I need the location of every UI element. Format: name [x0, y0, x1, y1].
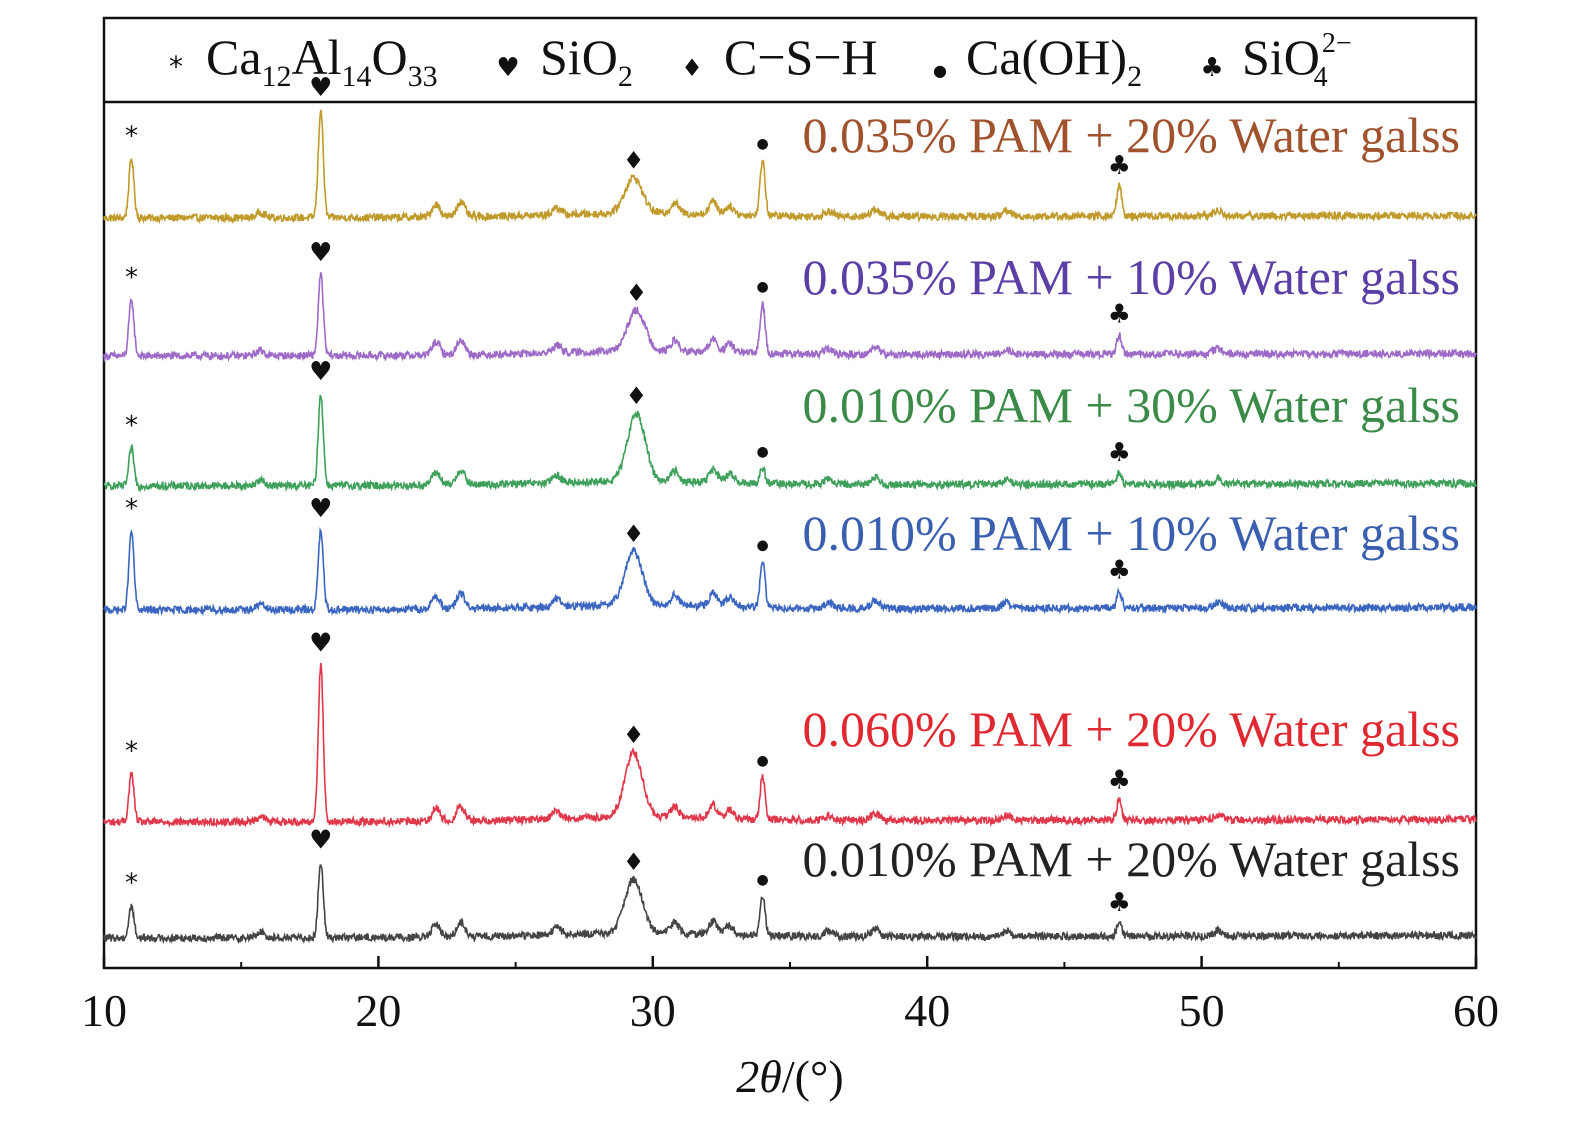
series-line [103, 662, 1477, 829]
club-icon: ♣ [1108, 151, 1131, 181]
series-label: 0.035% PAM + 10% Water galss [803, 249, 1461, 305]
legend-item-sio4: ♣ SiO2− 4 [1200, 28, 1351, 93]
legend-label-ca12al14o33: Ca12Al14O33 [206, 29, 438, 93]
heart-icon: ♥ [309, 628, 332, 658]
asterisk-icon: * [125, 122, 138, 152]
legend-label-sio2: SiO2 [540, 29, 633, 93]
x-tick-label: 50 [1179, 985, 1225, 1036]
legend-label-caoh2: Ca(OH)2 [966, 29, 1142, 93]
series-5: * ♥ ♦ ● ♣0.010% PAM + 20% Water galss [103, 825, 1477, 945]
series-label: 0.010% PAM + 10% Water galss [803, 505, 1461, 561]
diamond-icon: ♦ [623, 146, 645, 174]
dot-icon: ● [933, 61, 947, 80]
diamond-icon: ♦ [626, 279, 648, 307]
dot-icon: ● [756, 872, 768, 888]
club-icon: ♣ [1108, 438, 1131, 468]
series-line [103, 864, 1477, 945]
diamond-icon: ♦ [681, 54, 703, 82]
x-tick-label: 30 [630, 985, 676, 1036]
heart-icon: ♥ [309, 357, 332, 387]
series-2: * ♥ ♦ ● ♣ 0.010% PAM + 30% Water galss [103, 357, 1477, 493]
series-line [103, 394, 1477, 493]
legend-item-ca12al14o33: * Ca12Al14O33 [169, 29, 438, 93]
asterisk-icon: * [125, 263, 138, 293]
legend-item-csh: ♦ C−S−H [681, 29, 877, 85]
dot-icon: ● [756, 444, 768, 460]
legend-label-csh: C−S−H [724, 29, 878, 85]
heart-icon: ♥ [309, 494, 332, 524]
club-icon: ♣ [1108, 556, 1131, 586]
diamond-icon: ♦ [623, 520, 645, 548]
x-tick-label: 10 [81, 985, 127, 1036]
asterisk-icon: * [125, 411, 138, 441]
heart-icon: ♥ [309, 825, 332, 855]
dot-icon: ● [756, 538, 768, 554]
legend-label-sio4: SiO2− 4 [1242, 28, 1352, 93]
asterisk-icon: * [125, 869, 138, 899]
heart-icon: ♥ [309, 73, 332, 103]
x-axis-label: 2θ/(°) [736, 1051, 843, 1102]
x-tick-label: 40 [904, 985, 950, 1036]
legend: * Ca12Al14O33 ♥ SiO2 ♦ C−S−H ● Ca(OH)2 ♣… [169, 28, 1352, 93]
x-tick-label: 20 [355, 985, 401, 1036]
dot-icon: ● [756, 753, 768, 769]
series-label: 0.060% PAM + 20% Water galss [803, 701, 1461, 757]
series-line [103, 526, 1477, 617]
series-label: 0.035% PAM + 20% Water galss [803, 107, 1461, 163]
dot-icon: ● [756, 279, 768, 295]
asterisk-icon: * [125, 736, 138, 766]
dot-icon: ● [756, 136, 768, 152]
asterisk-icon: * [125, 494, 138, 524]
club-icon: ♣ [1200, 53, 1223, 83]
club-icon: ♣ [1108, 766, 1131, 796]
heart-icon: ♥ [496, 53, 519, 83]
x-axis: 10 20 30 40 50 60 [81, 956, 1499, 1036]
heart-icon: ♥ [309, 238, 332, 268]
club-icon: ♣ [1108, 300, 1131, 330]
series-line [103, 109, 1477, 225]
series-line [103, 272, 1477, 363]
asterisk-icon: * [169, 50, 183, 83]
diamond-icon: ♦ [623, 721, 645, 749]
series-1: * ♥ ♦ ● ♣0.035% PAM + 10% Water galss [103, 238, 1477, 363]
series-label: 0.010% PAM + 30% Water galss [803, 377, 1461, 433]
series-4: * ♥ ♦ ● ♣ 0.060% PAM + 20% Water galss [103, 628, 1477, 829]
club-icon: ♣ [1108, 888, 1131, 918]
diamond-icon: ♦ [626, 382, 648, 410]
legend-item-sio2: ♥ SiO2 [496, 29, 632, 93]
x-tick-label: 60 [1453, 985, 1499, 1036]
diamond-icon: ♦ [623, 848, 645, 876]
series-0: * ♥ ♦ ● ♣0.035% PAM + 20% Water galss [103, 73, 1477, 225]
series-3: * ♥ ♦ ● ♣0.010% PAM + 10% Water galss [103, 494, 1477, 617]
series-layer: *♥♦●♣0.035% PAM + 20% Water galss*♥♦ ●♣0.… [103, 73, 1477, 945]
legend-item-caoh2: ● Ca(OH)2 [933, 29, 1142, 93]
series-label: 0.010% PAM + 20% Water galss [803, 831, 1461, 887]
